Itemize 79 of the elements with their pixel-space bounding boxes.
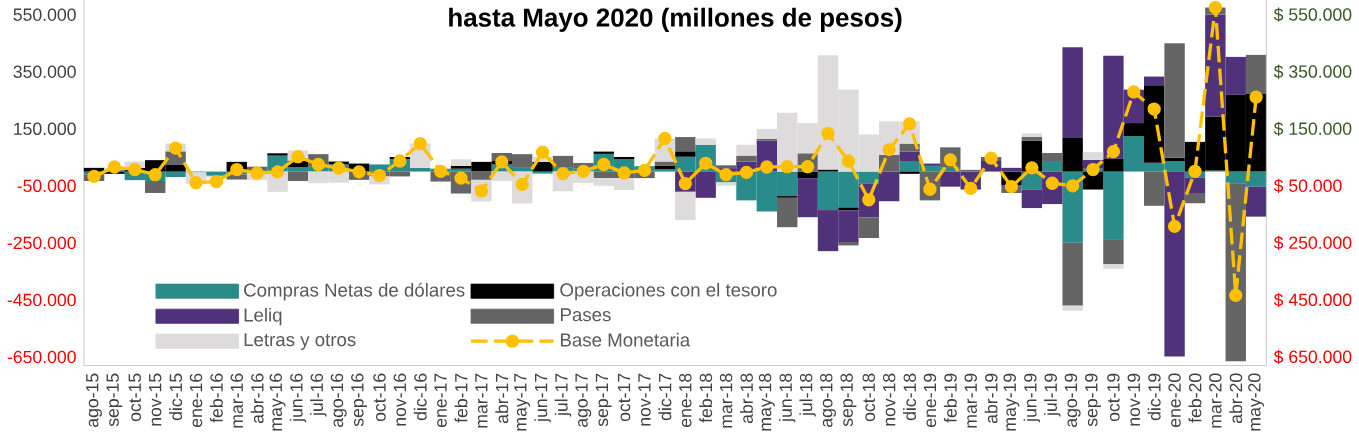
legend-label: Base Monetaria [560, 333, 691, 347]
y2-tick-label: $ 150.000 [1273, 121, 1352, 137]
y-tick-label: 150.000 [14, 122, 76, 136]
x-tick-label: nov-17 [638, 373, 651, 426]
y-tick-label: -50.000 [17, 179, 76, 193]
x-tick-label: oct-15 [128, 373, 141, 422]
x-tick-label: mar-18 [719, 373, 733, 428]
x-tick-label: nov-18 [882, 373, 896, 426]
y-tick-label: 550.000 [13, 8, 76, 22]
x-tick-label: ene-19 [923, 373, 937, 428]
x-tick-label: jun-16 [289, 373, 307, 423]
x-tick-label: jun-18 [779, 373, 796, 423]
x-tick-label: may-16 [269, 373, 286, 431]
y2-tick-label: $ 550.000 [1273, 7, 1352, 23]
legend-label: Compras Netas de dólares [244, 282, 465, 301]
legend-label: Leliq [244, 308, 282, 326]
y2-tick-label: $ 450.000 [1273, 293, 1352, 308]
x-tick-label: feb-16 [209, 373, 223, 423]
x-tick-label: sep-15 [106, 373, 123, 427]
x-tick-label: mar-16 [230, 373, 243, 428]
x-tick-label: may-17 [514, 373, 531, 431]
x-tick-label: oct-19 [1107, 373, 1120, 422]
x-tick-label: sep-19 [1085, 373, 1101, 427]
y-tick-label: 350.000 [13, 65, 76, 79]
x-tick-label: mar-17 [475, 373, 488, 428]
x-tick-label: jun-17 [534, 373, 551, 423]
x-tick-label: jun-19 [1023, 373, 1041, 423]
x-tick-label: dic-16 [413, 373, 427, 421]
x-tick-label: oct-17 [617, 373, 631, 422]
y2-tick-label: $ 50.000 [1273, 178, 1342, 194]
x-tick-label: jul-16 [310, 373, 327, 417]
legend-label: Letras y otros [244, 333, 356, 351]
x-tick-label: ene-20 [1168, 373, 1181, 428]
y-tick-label: -450.000 [7, 293, 76, 307]
legend-label: Pases [560, 308, 611, 322]
x-tick-label: ago-15 [86, 373, 102, 428]
x-tick-label: jul-18 [799, 373, 816, 417]
x-tick-label: ago-16 [330, 373, 347, 428]
y2-tick-label: $ 350.000 [1273, 64, 1352, 80]
x-tick-label: ene-16 [189, 373, 203, 428]
x-tick-label: abr-18 [739, 373, 753, 424]
x-tick-label: nov-16 [393, 373, 407, 426]
x-tick-label: abr-17 [495, 373, 509, 424]
x-tick-label: oct-18 [862, 373, 875, 422]
x-tick-label: dic-18 [903, 373, 917, 421]
x-tick-label: abr-20 [1229, 373, 1243, 424]
x-tick-label: dic-15 [169, 373, 183, 421]
x-tick-label: ago-19 [1064, 373, 1081, 428]
x-tick-label: feb-18 [699, 373, 713, 423]
x-tick-label: sep-17 [595, 373, 612, 427]
x-tick-label: may-20 [1248, 373, 1265, 431]
x-tick-label: feb-19 [943, 373, 957, 423]
x-tick-label: abr-19 [984, 373, 998, 424]
x-tick-label: ago-18 [820, 373, 836, 428]
x-tick-label: ago-17 [575, 373, 592, 428]
legend-label: Operaciones con el tesoro [560, 283, 777, 301]
chart-title: hasta Mayo 2020 (millones de pesos) [449, 7, 902, 33]
x-tick-label: feb-17 [454, 373, 468, 423]
x-tick-label: may-19 [1003, 373, 1020, 431]
x-tick-label: sep-18 [840, 373, 857, 427]
x-tick-label: ene-18 [679, 373, 692, 428]
x-tick-label: oct-16 [373, 373, 386, 422]
x-tick-label: dic-17 [658, 373, 672, 421]
x-tick-label: dic-19 [1147, 373, 1161, 421]
x-tick-label: abr-16 [250, 373, 264, 424]
x-tick-label: jul-17 [554, 373, 572, 417]
y-tick-label: -250.000 [7, 236, 76, 250]
x-tick-label: sep-16 [351, 373, 368, 427]
x-tick-label: nov-19 [1127, 373, 1141, 426]
x-tick-label: ene-17 [434, 373, 447, 428]
x-tick-label: jul-19 [1044, 373, 1061, 417]
x-tick-label: mar-19 [964, 373, 977, 428]
y2-tick-label: $ 250.000 [1273, 235, 1352, 251]
x-tick-label: may-18 [758, 373, 775, 431]
x-tick-label: nov-15 [149, 373, 162, 426]
y2-tick-label: $ 650.000 [1273, 350, 1352, 365]
x-tick-label: feb-20 [1188, 373, 1202, 423]
x-tick-label: mar-20 [1209, 373, 1222, 428]
y-tick-label: -650.000 [7, 350, 76, 364]
